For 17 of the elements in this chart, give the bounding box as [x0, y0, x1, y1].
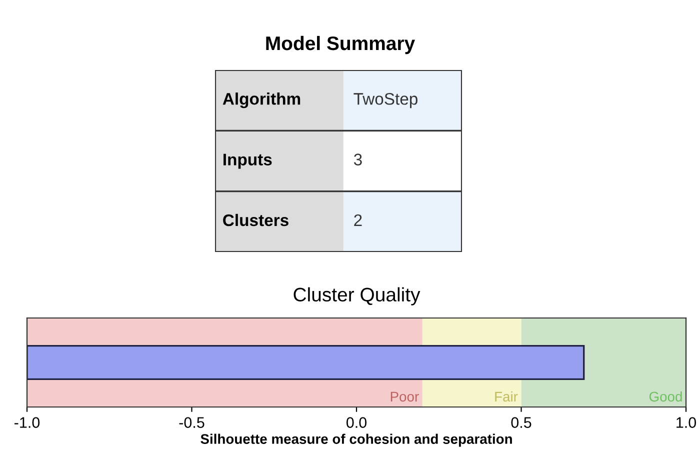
text: Model Summary [266, 36, 415, 54]
text: Clusters [223, 214, 288, 226]
x-tick-label: -1.0 [14, 417, 40, 428]
text: Inputs [224, 154, 272, 169]
chart-title: Cluster Quality [294, 287, 420, 306]
x-tick-label: 1.0 [676, 417, 696, 428]
text: 2 [354, 214, 362, 226]
text: TwoStep [354, 93, 418, 108]
x-tick-label: 0.5 [511, 417, 532, 428]
band-label: Poor [390, 392, 419, 402]
band-label: Fair [495, 391, 518, 402]
x-tick-label: -0.5 [179, 417, 204, 428]
x-axis-title: Silhouette measure of cohesion and separation [200, 434, 512, 447]
text: Algorithm [222, 92, 300, 108]
text: 3 [354, 154, 362, 166]
band-label: Good [649, 391, 682, 402]
x-tick-label: 0.0 [346, 417, 367, 428]
